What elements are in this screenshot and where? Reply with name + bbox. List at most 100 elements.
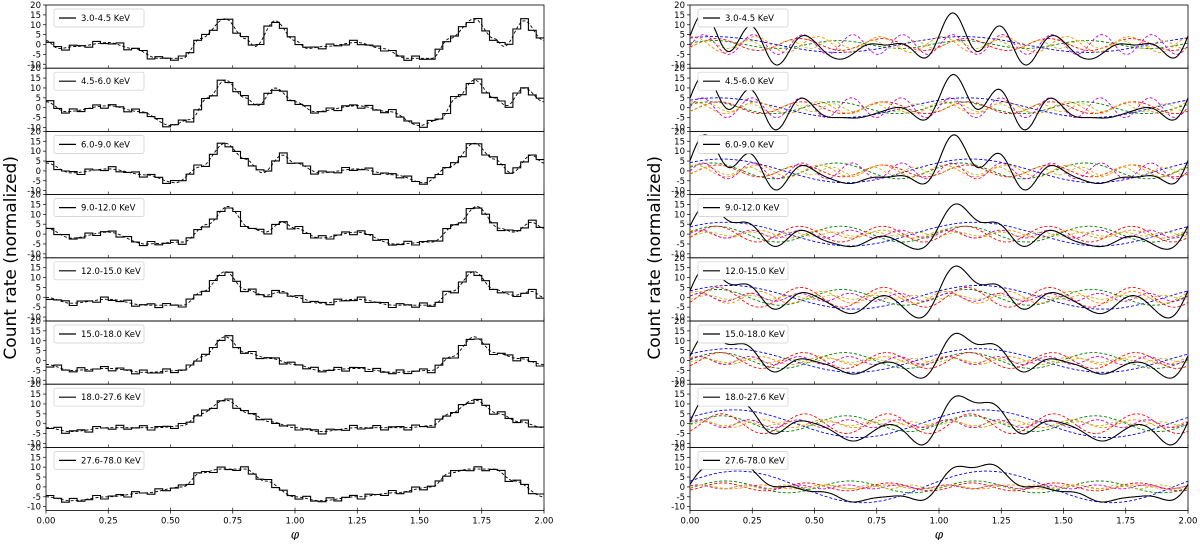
harmonic-4-line (689, 419, 1189, 429)
histogram-step (46, 78, 544, 128)
sum-line (689, 134, 1189, 191)
harmonic-5-line (689, 419, 1189, 429)
y-tick-label: 5 (36, 157, 41, 167)
legend-box (53, 135, 145, 154)
x-tick-label: 0.50 (805, 517, 824, 527)
y-tick-label: 20 (674, 380, 685, 390)
y-tick-label: 5 (680, 473, 685, 483)
y-tick-label: 20 (674, 64, 685, 74)
x-axis-label: φ (291, 528, 300, 540)
legend-label: 4.5-6.0 KeV (81, 77, 130, 87)
legend-box (53, 71, 145, 91)
y-tick-label: -5 (677, 114, 685, 124)
y-tick-label: 5 (36, 31, 41, 41)
model-line (45, 271, 545, 306)
y-tick-label: -10 (27, 60, 41, 70)
y-axis-label: Count rate (normalized) (645, 156, 665, 360)
y-tick-label: 20 (30, 317, 41, 327)
harmonic-2-line (689, 40, 1189, 49)
legend-label: 9.0-12.0 KeV (725, 204, 780, 214)
y-tick-label: 0 (36, 230, 41, 240)
x-tick-label: 0.25 (99, 517, 118, 527)
y-tick-label: 10 (30, 84, 41, 94)
y-tick-label: 20 (674, 127, 685, 137)
y-tick-label: 15 (30, 264, 41, 274)
y-tick-label: 0 (36, 357, 41, 367)
y-tick-label: 20 (674, 317, 685, 327)
y-tick-label: 0 (680, 420, 685, 430)
legend-label: 15.0-18.0 KeV (725, 330, 785, 340)
legend-label: 3.0-4.5 KeV (81, 14, 130, 24)
y-tick-label: 5 (36, 283, 41, 293)
harmonic-1-line (689, 470, 1189, 504)
harmonic-1-line (689, 36, 1189, 53)
y-tick-label: 10 (30, 337, 41, 347)
y-tick-label: -10 (27, 439, 41, 449)
y-tick-label: 20 (674, 254, 685, 264)
harmonic-3-line (689, 286, 1189, 308)
y-tick-label: 10 (674, 21, 685, 31)
y-tick-label: -5 (677, 177, 685, 187)
harmonic-5-line (689, 97, 1189, 119)
x-tick-label: 1.00 (286, 517, 305, 527)
y-tick-label: 20 (30, 64, 41, 74)
y-tick-label: 5 (680, 31, 685, 41)
y-tick-label: 0 (36, 104, 41, 114)
y-tick-label: 15 (30, 390, 41, 400)
harmonic-1-line (689, 409, 1189, 438)
y-tick-label: 20 (30, 1, 41, 11)
harmonic-5-line (689, 162, 1189, 180)
histogram-step (46, 207, 544, 247)
y-tick-label: 5 (36, 473, 41, 483)
sum-line (689, 73, 1189, 131)
y-tick-label: -5 (677, 50, 685, 60)
legend-label: 18.0-27.6 KeV (725, 393, 785, 403)
y-tick-label: 15 (674, 11, 685, 21)
y-tick-label: 0 (36, 293, 41, 303)
y-tick-label: 0 (680, 230, 685, 240)
y-tick-label: 10 (674, 463, 685, 473)
x-tick-label: 2.00 (535, 517, 554, 527)
harmonic-1-line (689, 348, 1189, 373)
x-tick-label: 0.75 (867, 517, 886, 527)
legend-box (53, 198, 145, 217)
y-tick-label: 10 (674, 210, 685, 220)
legend-label: 12.0-15.0 KeV (81, 267, 141, 277)
y-tick-label: 5 (680, 220, 685, 230)
y-tick-label: -5 (33, 240, 41, 250)
x-tick-label: 1.25 (992, 517, 1011, 527)
y-tick-label: 10 (674, 337, 685, 347)
legend-label: 18.0-27.6 KeV (81, 393, 141, 403)
y-tick-label: 0 (680, 483, 685, 493)
harmonic-5-line (689, 34, 1189, 55)
x-tick-label: 1.25 (348, 517, 367, 527)
legend-label: 15.0-18.0 KeV (81, 330, 141, 340)
y-tick-label: -10 (27, 187, 41, 197)
y-tick-label: 10 (674, 84, 685, 94)
y-tick-label: -10 (671, 503, 685, 513)
x-tick-label: 1.50 (1054, 517, 1073, 527)
y-tick-label: -5 (33, 114, 41, 124)
harmonic-6-line (689, 231, 1189, 237)
harmonic-2-line (689, 352, 1189, 369)
x-axis-label: φ (935, 528, 944, 540)
y-tick-label: 5 (36, 347, 41, 357)
y-tick-label: 0 (680, 357, 685, 367)
y-tick-label: 20 (30, 127, 41, 137)
harmonic-4-line (689, 36, 1189, 53)
y-tick-label: 5 (680, 410, 685, 420)
y-tick-label: 20 (30, 380, 41, 390)
y-tick-label: 20 (674, 191, 685, 201)
legend-box (53, 387, 145, 407)
y-tick-label: 10 (30, 21, 41, 31)
harmonic-3-line (689, 38, 1189, 51)
